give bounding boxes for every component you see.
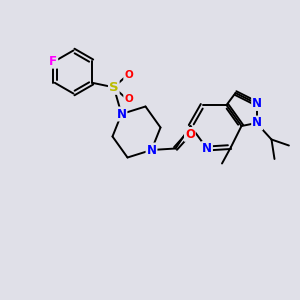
Text: F: F [49, 55, 57, 68]
Text: N: N [202, 142, 212, 155]
Text: O: O [185, 128, 195, 141]
Text: S: S [109, 81, 118, 94]
Text: N: N [252, 116, 262, 130]
Text: O: O [124, 94, 133, 104]
Text: N: N [252, 97, 262, 110]
Text: N: N [116, 107, 127, 121]
Text: N: N [146, 143, 157, 157]
Text: O: O [124, 70, 133, 80]
